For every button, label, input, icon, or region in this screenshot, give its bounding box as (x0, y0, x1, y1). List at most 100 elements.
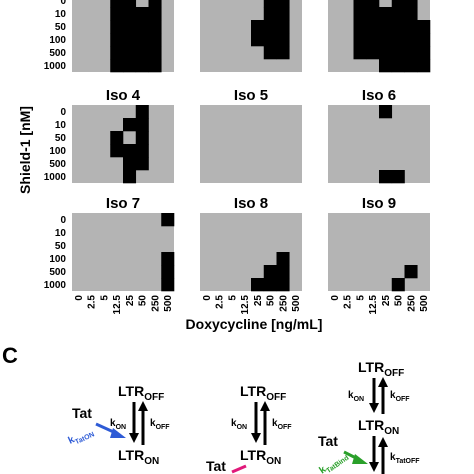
scheme-3-tatoff-arrowhead (378, 437, 388, 447)
heatmap-cell-on (276, 278, 290, 292)
heatmap-cell-on (110, 0, 124, 8)
heatmap-cell-on (135, 118, 149, 132)
y-tick-label: 0 (60, 0, 66, 7)
heatmap-cell-on (353, 7, 367, 21)
heatmap-cell-on (417, 46, 431, 60)
x-tick-label: 500 (163, 295, 174, 312)
x-tick-label: 12.5 (112, 295, 123, 315)
y-tick-label: 1000 (44, 172, 67, 183)
heatmap-cell-on (379, 170, 393, 184)
x-tick-label: 500 (291, 295, 302, 312)
heatmap-cell-on (135, 7, 149, 21)
heatmap-cell-on (276, 265, 290, 279)
x-tick-label: 5 (227, 295, 238, 301)
heatmap-cell-on (391, 33, 405, 47)
y-tick-label: 1000 (44, 61, 67, 72)
y-tick-label: 10 (55, 9, 67, 20)
x-tick-label: 12.5 (240, 295, 251, 315)
y-tick-label: 500 (49, 48, 66, 59)
heatmap-cell-on (161, 213, 175, 227)
heatmap-cell-on (391, 20, 405, 34)
panel-title: Iso 9 (362, 195, 396, 212)
heatmap-cell-on (276, 33, 290, 47)
heatmap-cell-on (417, 20, 431, 34)
heatmap-cell-on (276, 0, 290, 8)
heatmap-cell-on (263, 7, 277, 21)
heatmap-cell-on (379, 20, 393, 34)
scheme-2-koff: kOFF (272, 418, 292, 431)
heatmap-cell-on (263, 278, 277, 292)
heatmap-cell-on (404, 46, 418, 60)
heatmap-cell-on (276, 7, 290, 21)
y-tick-label: 100 (49, 146, 66, 157)
heatmap-cell-on (110, 33, 124, 47)
heatmap-cell-on (276, 46, 290, 60)
heatmap-panel-8: Iso 8 0 2.5 5 12.5 25 50 250 500 (200, 195, 302, 314)
scheme-2-ltr-on: LTRON (240, 447, 281, 467)
heatmap-panel-background (328, 213, 430, 291)
y-tick-label: 50 (55, 22, 67, 33)
panel-label-c: C (2, 343, 18, 368)
heatmap-cell-on (251, 20, 265, 34)
heatmap-cell-on (161, 252, 175, 266)
heatmap-cell-on (379, 33, 393, 47)
heatmap-cell-on (404, 7, 418, 21)
heatmap-cell-on (251, 278, 265, 292)
heatmap-cell-on (148, 33, 162, 47)
heatmap-cell-on (404, 59, 418, 73)
heatmap-cell-on (123, 144, 137, 158)
panel-title: Iso 8 (234, 195, 268, 212)
heatmap-cell-on (379, 46, 393, 60)
heatmap-cell-on (353, 33, 367, 47)
scheme-3-off-arrowhead (378, 377, 388, 387)
panel-title: Iso 6 (362, 87, 396, 104)
heatmap-panel-background (72, 213, 174, 291)
scheme-2-ltr-off: LTROFF (240, 383, 286, 403)
heatmap-cell-on (110, 46, 124, 60)
y-tick-label: 500 (49, 159, 66, 170)
scheme-2-off-arrowhead (260, 401, 270, 411)
heatmap-cell-on (276, 252, 290, 266)
heatmap-cell-on (366, 7, 380, 21)
heatmap-cell-on (123, 20, 137, 34)
heatmap-cell-on (135, 105, 149, 119)
y-tick-label: 10 (55, 120, 67, 131)
heatmap-panel-2 (200, 0, 302, 72)
x-tick-label: 250 (150, 295, 161, 312)
heatmap-cell-on (263, 33, 277, 47)
scheme-3-tat: Tat (318, 433, 338, 449)
heatmap-cell-on (161, 278, 175, 292)
heatmap-cell-on (161, 265, 175, 279)
heatmap-panel-9: Iso 9 0 2.5 5 12.5 25 50 250 500 (328, 195, 430, 314)
heatmap-cell-on (110, 144, 124, 158)
x-tick-label: 50 (266, 295, 277, 307)
heatmap-cell-on (379, 105, 393, 119)
y-tick-label: 500 (49, 267, 66, 278)
heatmap-cell-on (123, 59, 137, 73)
heatmap-cell-on (391, 7, 405, 21)
heatmap-cell-on (123, 157, 137, 171)
heatmap-cell-on (135, 157, 149, 171)
heatmap-cell-on (263, 0, 277, 8)
x-tick-label: 250 (278, 295, 289, 312)
scheme-3: LTROFF kON kOFF LTRON Tat kTatBind kTatO… (317, 359, 420, 474)
x-tick-label: 2.5 (215, 295, 226, 309)
scheme-1-ltr-on: LTRON (118, 447, 159, 467)
scheme-1-tat-rate: kTatON (67, 426, 96, 449)
heatmap-cell-on (353, 0, 367, 8)
heatmap-cell-on (379, 7, 393, 21)
scheme-1: LTROFF kON kOFF Tat kTatON LTRON (67, 383, 171, 467)
scheme-3-bind-arrowhead (369, 462, 379, 472)
scheme-2-on-arrowhead (251, 433, 261, 443)
x-tick-label: 250 (406, 295, 417, 312)
scheme-2-tat-arrow (231, 464, 247, 474)
heatmap-cell-on (110, 131, 124, 145)
heatmap-cell-on (379, 59, 393, 73)
heatmap-cell-on (135, 144, 149, 158)
heatmap-cell-on (366, 33, 380, 47)
scheme-1-tat: Tat (72, 405, 92, 421)
heatmap-cell-on (148, 59, 162, 73)
scheme-1-kon: kON (110, 418, 126, 431)
